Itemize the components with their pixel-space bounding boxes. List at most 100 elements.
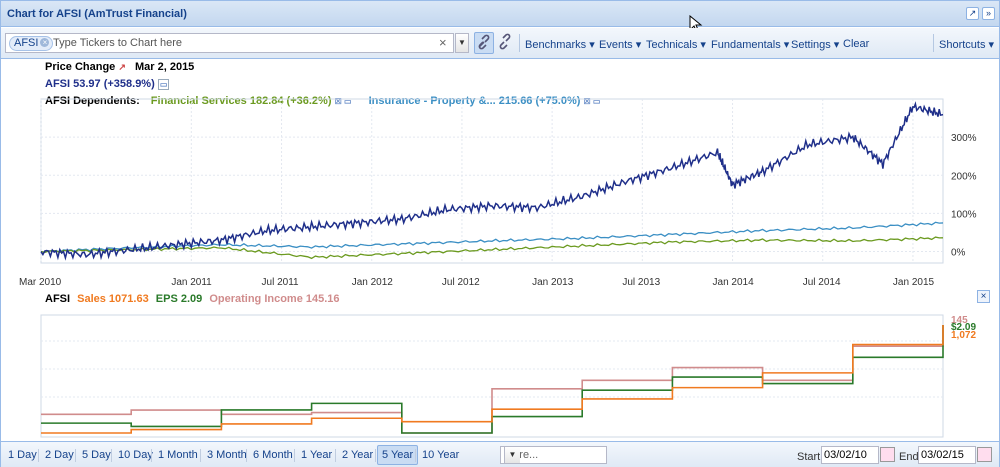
x-tick-label: Jan 2015 [893, 277, 935, 288]
end-date-label: End [899, 451, 919, 463]
x-tick-label: Jul 2012 [442, 277, 480, 288]
ticker-search-input[interactable] [53, 36, 383, 50]
range-separator [151, 449, 152, 462]
title-bar: Chart for AFSI (AmTrust Financial) ↗ » [1, 1, 999, 34]
y-tick-label: 300% [951, 133, 977, 144]
dependent-insurance[interactable]: Insurance - Property &... 215.66 (+75.0%… [368, 95, 581, 107]
range-5-year[interactable]: 5 Year [377, 445, 419, 465]
afsi-value: AFSI 53.97 (+358.9%) ▭ [45, 78, 170, 90]
series-line-financial-services [40, 236, 944, 260]
x-tick-label: Jan 2014 [713, 277, 755, 288]
fundamentals-chart-grid [40, 314, 944, 438]
dependent-financial-services[interactable]: Financial Services 182.84 (+36.2%) [150, 95, 332, 107]
afsi-value-text: AFSI 53.97 (+358.9%) [45, 78, 155, 90]
range-1-day[interactable]: 1 Day [8, 449, 37, 461]
menu-shortcuts[interactable]: Shortcuts ▾ [939, 39, 995, 51]
close-panel-icon[interactable]: × [977, 290, 990, 303]
toolbar-separator [519, 34, 520, 52]
menu-technicals-label: Technicals [646, 39, 698, 51]
dependents-label: AFSI Dependents: [45, 95, 140, 107]
start-date-label: Start [797, 451, 821, 463]
menu-events-label: Events [599, 39, 633, 51]
menu-fundamentals-label: Fundamentals [711, 39, 781, 51]
range-6-month[interactable]: 6 Month [253, 449, 293, 461]
menu-benchmarks[interactable]: Benchmarks ▾ [525, 39, 595, 51]
popout-icon[interactable]: ↗ [966, 7, 979, 20]
window-title: Chart for AFSI (AmTrust Financial) [7, 8, 187, 20]
range-separator [75, 449, 76, 462]
legend-eps: EPS 2.09 [155, 293, 203, 305]
more-range-select[interactable]: More... ▼ [500, 446, 607, 464]
y-tick-label: 100% [951, 209, 977, 220]
y-tick-label: 200% [951, 171, 977, 182]
unlink-button[interactable] [496, 32, 516, 54]
range-separator [335, 449, 336, 462]
x-tick-label: Jan 2012 [352, 277, 394, 288]
x-tick-label: Jul 2014 [803, 277, 841, 288]
menu-settings[interactable]: Settings ▾ [791, 39, 840, 51]
range-1-year[interactable]: 1 Year [301, 449, 333, 461]
end-calendar-icon[interactable] [977, 447, 992, 462]
y-tick-label: 0% [951, 248, 966, 259]
price-change-header: Price Change ↗ Mar 2, 2015 [45, 61, 194, 73]
fundamentals-chart[interactable]: 145$2.091,072 [1, 289, 999, 441]
fundamentals-legend: AFSI Sales 1071.63 EPS 2.09 Operating In… [45, 293, 340, 305]
range-5-day[interactable]: 5 Day [82, 449, 111, 461]
range-10-year[interactable]: 10 Year [422, 449, 460, 461]
range-separator [415, 449, 416, 462]
x-tick-label: Jan 2013 [532, 277, 574, 288]
ticker-chip[interactable]: AFSI × [9, 36, 54, 51]
range-separator [375, 449, 376, 462]
ticker-input-box[interactable]: AFSI× × [5, 33, 454, 53]
menu-events[interactable]: Events ▾ [599, 39, 642, 51]
series-step-sales [41, 325, 944, 434]
x-tick-label: Mar 2010 [19, 277, 62, 288]
menu-technicals[interactable]: Technicals ▾ [646, 39, 706, 51]
menu-shortcuts-label: Shortcuts [939, 39, 986, 51]
range-2-year[interactable]: 2 Year [342, 449, 374, 461]
range-2-day[interactable]: 2 Day [45, 449, 74, 461]
price-change-label: Price Change [45, 61, 116, 73]
remove-dep2-icon[interactable]: ☒ ▭ [583, 97, 601, 106]
dependents-line: AFSI Dependents: Financial Services 182.… [45, 95, 600, 107]
toolbar: AFSI× × ▼ Benchmarks ▾ Events ▾ Technica… [1, 28, 999, 59]
range-bar: 1 Day 2 Day 5 Day 10 Day 1 Month 3 Month 6 Mon… [1, 441, 999, 467]
plot-frame [40, 98, 944, 264]
fundamentals-chart-series [41, 325, 944, 434]
x-tick-label: Jan 2011 [171, 277, 212, 288]
collapse-icon[interactable]: » [982, 7, 995, 20]
menu-clear[interactable]: Clear [843, 38, 870, 50]
legend-op-income: Operating Income 145.16 [209, 293, 340, 305]
legend-sales: Sales 1071.63 [77, 293, 149, 305]
remove-dep1-icon[interactable]: ☒ ▭ [334, 97, 352, 106]
more-select-arrow-icon[interactable]: ▼ [504, 447, 520, 463]
link-button[interactable] [474, 32, 494, 54]
ticker-chip-label: AFSI [14, 37, 39, 49]
start-date-input[interactable] [824, 449, 874, 461]
range-3-month[interactable]: 3 Month [207, 449, 247, 461]
start-date-field[interactable] [821, 446, 879, 464]
remove-ticker-icon[interactable]: × [40, 38, 50, 47]
range-1-month[interactable]: 1 Month [158, 449, 198, 461]
range-10-day[interactable]: 10 Day [118, 449, 153, 461]
x-tick-label: Jul 2013 [622, 277, 660, 288]
afsi-options-icon[interactable]: ▭ [157, 79, 170, 90]
range-separator [200, 449, 201, 462]
price-chart-grid [40, 98, 944, 264]
range-separator [294, 449, 295, 462]
end-value-label: 145 [951, 315, 968, 326]
menu-fundamentals[interactable]: Fundamentals ▾ [711, 39, 790, 51]
start-calendar-icon[interactable] [880, 447, 895, 462]
end-date-field[interactable] [918, 446, 976, 464]
ticker-dropdown-button[interactable]: ▼ [455, 33, 469, 53]
menu-settings-label: Settings [791, 39, 831, 51]
clear-input-icon[interactable]: × [439, 35, 447, 50]
price-chart[interactable]: 0% 100% 200% 300% Mar 2010 Jan 2011 Jul 2011 Ja… [1, 59, 999, 289]
range-separator [111, 449, 112, 462]
legend-ticker: AFSI [45, 293, 71, 305]
price-change-mode-icon[interactable]: ↗ [118, 62, 126, 72]
fundamentals-end-labels: 145$2.091,072 [951, 315, 976, 341]
end-value-label: $2.09 [951, 322, 976, 333]
end-date-input[interactable] [921, 449, 971, 461]
